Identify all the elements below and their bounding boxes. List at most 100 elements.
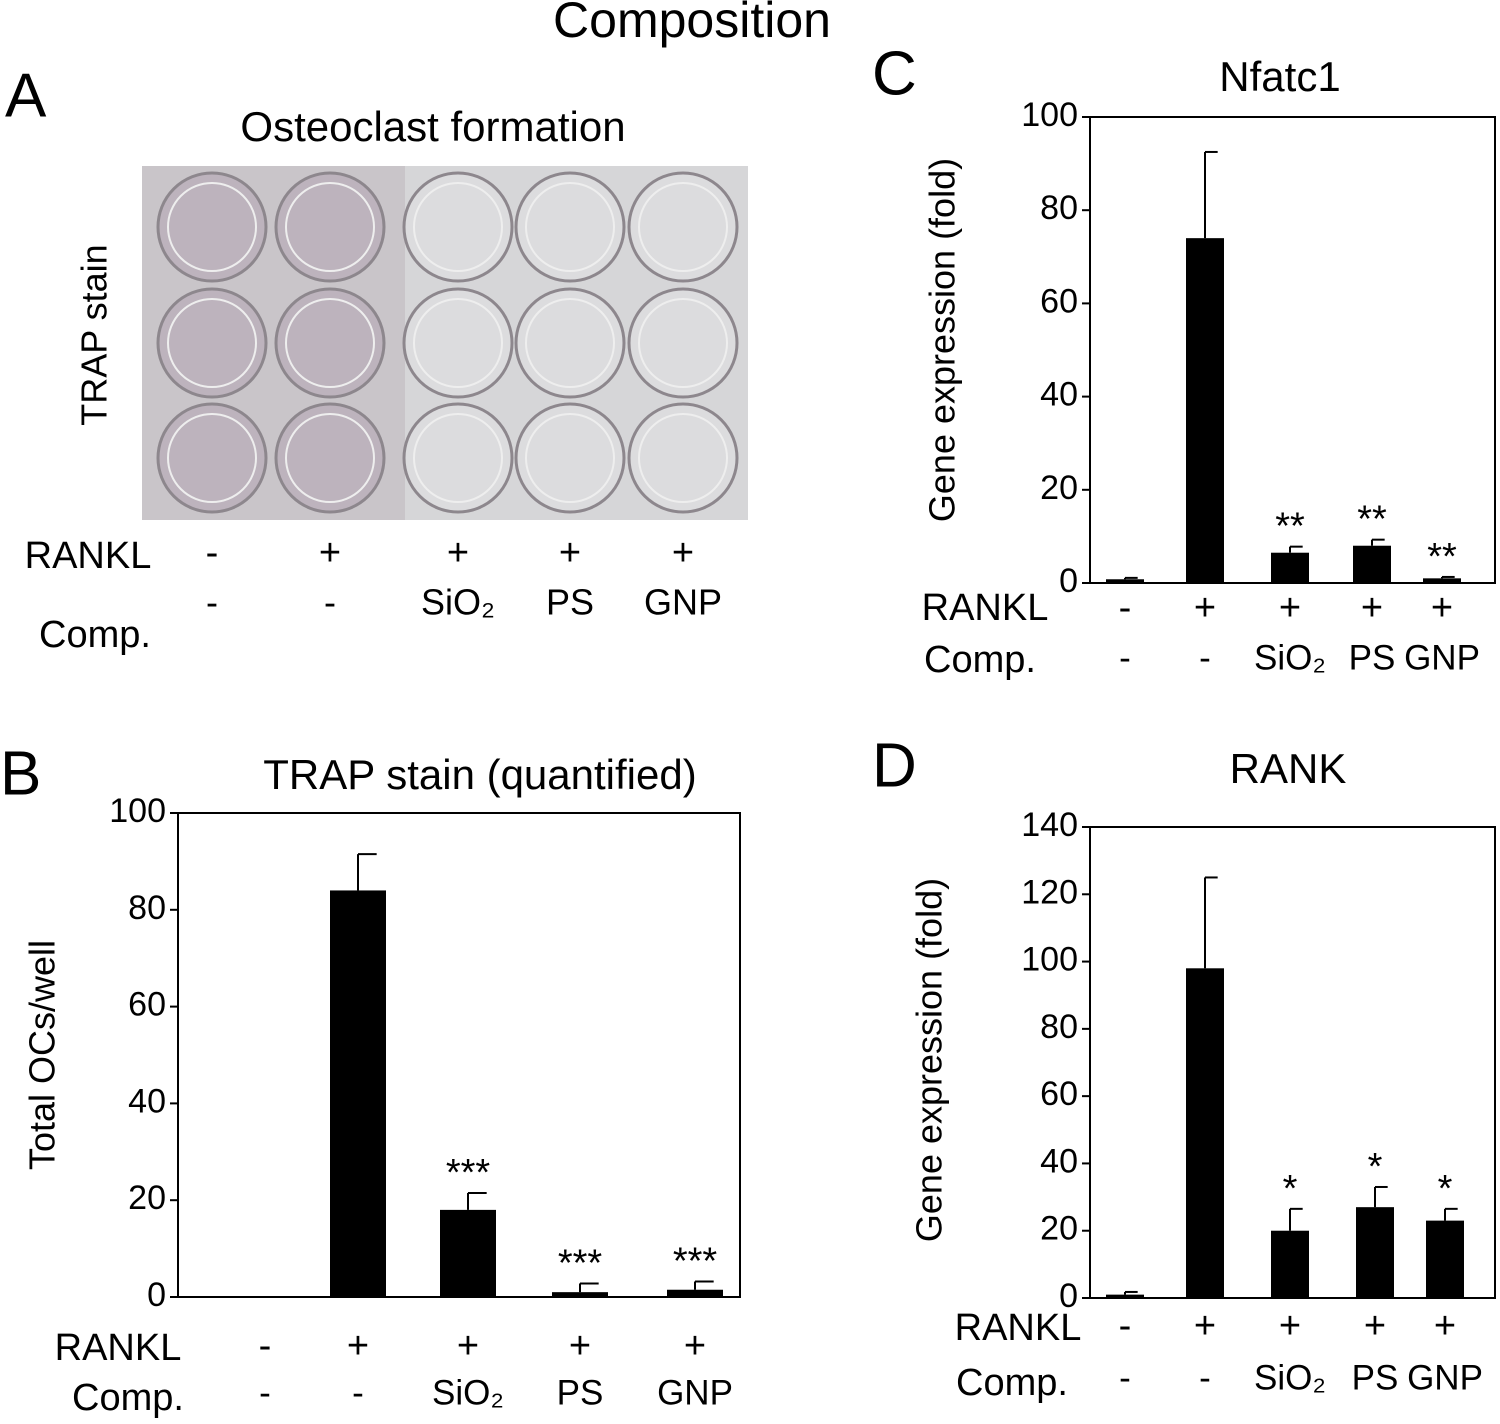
y-tick-label: 0 bbox=[1059, 1277, 1078, 1315]
well-inner bbox=[638, 413, 728, 503]
treatment-label: - bbox=[1119, 1305, 1132, 1347]
well bbox=[402, 171, 514, 283]
well-inner bbox=[167, 413, 257, 503]
row-label: Comp. bbox=[956, 1362, 1068, 1404]
well-inner bbox=[525, 182, 615, 272]
treatment-label: GNP bbox=[644, 582, 722, 623]
well bbox=[627, 402, 739, 514]
bar bbox=[440, 1209, 496, 1297]
significance: ** bbox=[1357, 499, 1387, 541]
treatment-label: + bbox=[1431, 587, 1453, 629]
well bbox=[514, 402, 626, 514]
y-axis-label: Gene expression (fold) bbox=[909, 878, 950, 1242]
treatment-label: + bbox=[319, 532, 341, 574]
row-label: Comp. bbox=[924, 639, 1036, 681]
well bbox=[274, 287, 386, 399]
treatment-label: - bbox=[1199, 1358, 1211, 1397]
significance: * bbox=[1438, 1168, 1453, 1210]
significance: ** bbox=[1427, 536, 1457, 578]
y-tick-label: 0 bbox=[1059, 562, 1078, 600]
bar bbox=[1423, 578, 1461, 583]
y-tick-label: 40 bbox=[1040, 1142, 1078, 1180]
bar bbox=[1106, 579, 1144, 583]
row-label: RANKL bbox=[955, 1307, 1082, 1349]
well bbox=[274, 171, 386, 283]
y-tick-label: 80 bbox=[128, 889, 166, 927]
plate-photo bbox=[142, 166, 748, 520]
treatment-label: - bbox=[206, 532, 219, 574]
treatment-label: + bbox=[1279, 587, 1301, 629]
treatment-label: PS bbox=[546, 582, 594, 623]
y-tick-label: 20 bbox=[1040, 469, 1078, 507]
figure-title: Composition bbox=[553, 0, 831, 48]
y-tick-label: 80 bbox=[1040, 189, 1078, 227]
significance: *** bbox=[673, 1241, 718, 1283]
treatment-label: + bbox=[672, 532, 694, 574]
y-tick-label: 100 bbox=[109, 792, 166, 830]
well-inner bbox=[413, 298, 503, 388]
treatment-label: + bbox=[1194, 1305, 1216, 1347]
treatment-label: PS bbox=[1349, 638, 1396, 677]
y-tick-label: 100 bbox=[1021, 941, 1078, 979]
panel-letter: B bbox=[0, 739, 41, 808]
well bbox=[514, 287, 626, 399]
treatment-label: + bbox=[347, 1325, 369, 1367]
y-tick-label: 0 bbox=[147, 1276, 166, 1314]
significance: * bbox=[1283, 1168, 1298, 1210]
bar bbox=[1106, 1294, 1144, 1298]
well-inner bbox=[638, 298, 728, 388]
treatment-label: + bbox=[457, 1325, 479, 1367]
well-inner bbox=[413, 413, 503, 503]
bar bbox=[1356, 1207, 1394, 1298]
treatment-label: PS bbox=[1352, 1358, 1399, 1397]
well bbox=[627, 171, 739, 283]
row-label: RANKL bbox=[55, 1327, 182, 1369]
bar bbox=[552, 1292, 608, 1297]
well bbox=[627, 287, 739, 399]
y-axis-label: Gene expression (fold) bbox=[922, 158, 963, 522]
treatment-label: - bbox=[1119, 1358, 1131, 1397]
y-tick-label: 20 bbox=[1040, 1210, 1078, 1248]
panel-letter: D bbox=[872, 731, 917, 800]
treatment-label: + bbox=[569, 1325, 591, 1367]
row-label: RANKL bbox=[922, 587, 1049, 629]
well bbox=[402, 402, 514, 514]
well bbox=[156, 402, 268, 514]
well-inner bbox=[638, 182, 728, 272]
well bbox=[514, 171, 626, 283]
treatment-label: + bbox=[559, 532, 581, 574]
treatment-label: - bbox=[259, 1373, 271, 1412]
chart-title: Nfatc1 bbox=[1219, 53, 1340, 100]
treatment-label: SiO₂ bbox=[1254, 1358, 1326, 1397]
well bbox=[156, 287, 268, 399]
treatment-label: - bbox=[324, 582, 336, 623]
treatment-label: SiO₂ bbox=[421, 582, 495, 623]
significance: * bbox=[1368, 1146, 1383, 1188]
treatment-label: PS bbox=[557, 1373, 604, 1412]
bar bbox=[1353, 545, 1391, 583]
significance: *** bbox=[558, 1242, 603, 1284]
treatment-label: - bbox=[206, 582, 218, 623]
panel-title: Osteoclast formation bbox=[240, 103, 625, 150]
bar bbox=[1186, 968, 1224, 1298]
significance: *** bbox=[446, 1152, 491, 1194]
well bbox=[156, 171, 268, 283]
y-tick-label: 40 bbox=[128, 1082, 166, 1120]
treatment-label: - bbox=[352, 1373, 364, 1412]
treatment-label: + bbox=[1194, 587, 1216, 629]
treatment-label: GNP bbox=[1404, 638, 1480, 677]
well-inner bbox=[285, 298, 375, 388]
well bbox=[274, 402, 386, 514]
treatment-label: GNP bbox=[1407, 1358, 1483, 1397]
y-tick-label: 60 bbox=[128, 986, 166, 1024]
y-tick-label: 20 bbox=[128, 1179, 166, 1217]
y-tick-label: 100 bbox=[1021, 96, 1078, 134]
panel-letter: A bbox=[5, 61, 47, 130]
well-inner bbox=[285, 413, 375, 503]
treatment-label: + bbox=[684, 1325, 706, 1367]
bar bbox=[1186, 238, 1224, 583]
significance: ** bbox=[1275, 506, 1305, 548]
treatment-label: SiO₂ bbox=[432, 1373, 504, 1412]
bar bbox=[667, 1289, 723, 1297]
y-tick-label: 60 bbox=[1040, 1075, 1078, 1113]
